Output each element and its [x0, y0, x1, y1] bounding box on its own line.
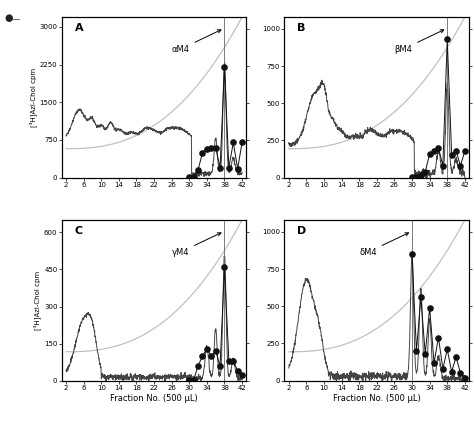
Point — [430, 360, 438, 366]
Point — [225, 164, 233, 171]
Point — [452, 148, 460, 154]
Point — [216, 164, 224, 171]
Point — [426, 151, 433, 157]
Point — [421, 351, 429, 357]
Point — [238, 371, 246, 378]
Point — [229, 139, 237, 146]
Point — [408, 173, 416, 180]
Text: βM4: βM4 — [394, 30, 444, 54]
Point — [194, 167, 202, 173]
Text: γM4: γM4 — [172, 233, 221, 257]
Point — [408, 251, 416, 258]
Point — [208, 144, 215, 151]
Point — [448, 152, 456, 159]
Point — [435, 145, 442, 151]
X-axis label: Fraction No. (500 μL): Fraction No. (500 μL) — [333, 394, 421, 403]
Point — [234, 165, 241, 172]
Point — [456, 370, 464, 376]
Point — [444, 36, 451, 43]
Point — [421, 168, 429, 175]
Point — [229, 357, 237, 364]
Point — [461, 374, 469, 381]
Point — [199, 353, 206, 360]
Point — [417, 294, 425, 301]
Point — [208, 353, 215, 360]
X-axis label: Fraction No. (500 μL): Fraction No. (500 μL) — [110, 394, 198, 403]
Point — [190, 376, 198, 383]
Point — [203, 145, 210, 152]
Point — [185, 174, 193, 181]
Point — [203, 345, 210, 352]
Text: ●: ● — [5, 13, 13, 23]
Point — [216, 363, 224, 369]
Point — [212, 348, 219, 354]
Point — [448, 368, 456, 375]
Point — [194, 363, 202, 369]
Point — [452, 354, 460, 360]
Point — [426, 305, 433, 311]
Point — [221, 264, 228, 270]
Point — [430, 148, 438, 154]
Point — [439, 162, 447, 169]
Point — [212, 144, 219, 151]
Point — [413, 173, 420, 180]
Text: αM4: αM4 — [172, 30, 221, 54]
Text: —: — — [12, 15, 20, 24]
Point — [225, 357, 233, 364]
Text: D: D — [297, 226, 307, 236]
Text: δM4: δM4 — [359, 233, 409, 257]
Text: A: A — [74, 23, 83, 33]
Point — [185, 376, 193, 383]
Point — [199, 149, 206, 156]
Text: C: C — [74, 226, 82, 236]
Point — [435, 334, 442, 341]
Point — [439, 365, 447, 372]
Point — [444, 346, 451, 353]
Point — [221, 64, 228, 71]
Point — [417, 171, 425, 178]
Y-axis label: [³H]Azi-Chol cpm: [³H]Azi-Chol cpm — [29, 68, 36, 127]
Point — [190, 174, 198, 181]
Y-axis label: [³H]Azi-Chol cpm: [³H]Azi-Chol cpm — [34, 271, 41, 330]
Point — [456, 162, 464, 169]
Text: B: B — [297, 23, 306, 33]
Point — [461, 148, 469, 154]
Point — [234, 368, 241, 374]
Point — [413, 348, 420, 354]
Point — [238, 139, 246, 146]
